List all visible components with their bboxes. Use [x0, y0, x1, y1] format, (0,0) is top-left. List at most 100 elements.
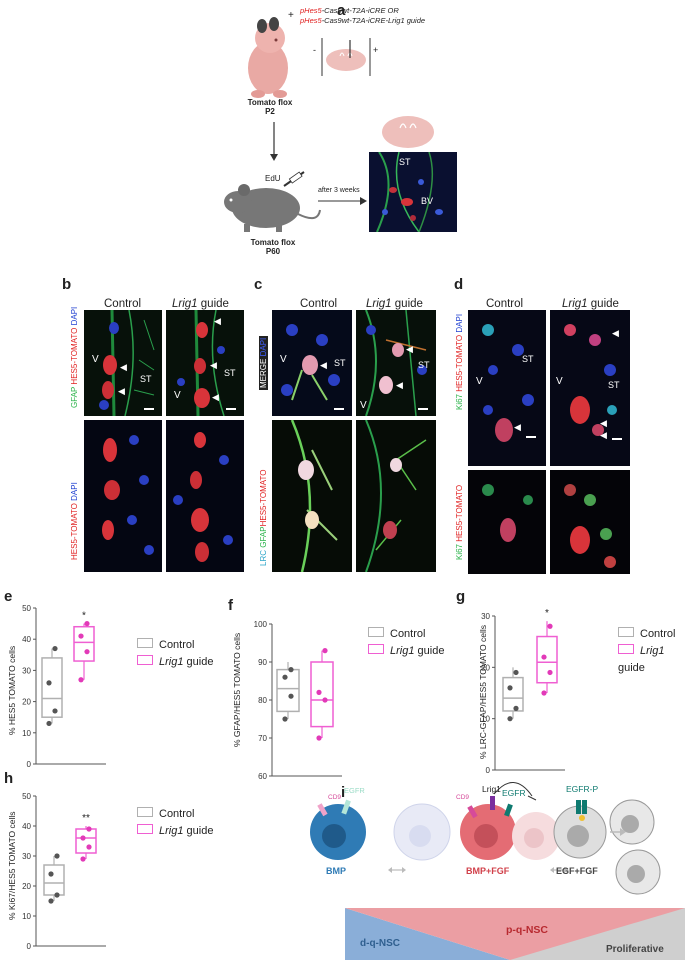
edu-label: EdU — [265, 174, 281, 183]
significance-marker: * — [545, 608, 549, 619]
adult-label-line2: P60 — [265, 247, 281, 256]
box-guide — [310, 661, 334, 728]
y-tick-label: 0 — [27, 942, 32, 951]
scale-bar — [418, 408, 428, 410]
micrograph-adult-svz: ST BV — [369, 152, 457, 232]
y-tick-label: 30 — [481, 612, 490, 621]
y-tick-label: 30 — [22, 666, 31, 675]
arrowhead-icon: ◀ — [214, 316, 221, 326]
chart-e-ylabel: % HES5 TOMATO cells — [7, 645, 17, 735]
box-control — [43, 864, 65, 896]
legend-guide-italic: Lrig1 — [640, 645, 665, 657]
data-point — [54, 892, 60, 898]
arrowhead-icon: ◀ — [600, 430, 607, 440]
data-point — [322, 697, 328, 703]
minus-label: - — [313, 45, 316, 55]
arrowhead-icon: ◀ — [396, 380, 403, 390]
legend-control-swatch — [137, 638, 153, 648]
d-st1: ST — [522, 354, 534, 364]
legend-guide-italic: Lrig1 — [390, 645, 415, 657]
d-col-control: Control — [486, 298, 524, 310]
data-point — [86, 826, 92, 832]
b-col-guide: Lrig1 guide — [172, 298, 229, 310]
panel-label-a: a — [337, 2, 346, 19]
box-control — [502, 676, 524, 712]
construct1-rest: -Cas9wt-T2A-iCRE — [321, 6, 388, 15]
pup-label-line1: Tomato flox — [247, 98, 293, 107]
significance-marker: * — [82, 611, 86, 622]
b-side-top-3: DAPI — [70, 306, 79, 326]
c-st1: ST — [334, 358, 346, 368]
y-tick-label: 90 — [258, 658, 267, 667]
b-side-top-2: HES5-TOMATO — [70, 327, 79, 385]
panel-label-d: d — [454, 276, 464, 293]
d-side-top-1: Ki67 — [455, 393, 464, 410]
y-tick-label: 50 — [22, 792, 31, 801]
b-side-label-bottom: HES5-TOMATO DAPI — [70, 482, 79, 560]
after-label: after 3 weeks — [318, 187, 360, 194]
data-point — [547, 623, 553, 629]
box-control — [41, 657, 63, 718]
c-side-bot-2: GFAP — [259, 526, 268, 548]
scale-bar — [612, 438, 622, 440]
b-v1: V — [92, 354, 99, 365]
i-prolif: Proliferative — [606, 944, 664, 955]
y-tick-label: 40 — [22, 635, 31, 644]
legend-guide-italic: Lrig1 — [159, 656, 184, 668]
b-col-control: Control — [104, 298, 142, 310]
data-point — [513, 705, 519, 711]
i-bmp-fgf: BMP+FGF — [466, 866, 510, 876]
y-tick-label: 60 — [258, 772, 267, 781]
arrowhead-icon: ◀ — [406, 344, 413, 354]
b-col-guide-rest: guide — [197, 298, 229, 310]
adult-label-line1: Tomato flox — [250, 238, 296, 247]
box-control — [276, 668, 300, 713]
data-point — [507, 685, 513, 691]
i-dqnsc: d-q-NSC — [360, 938, 400, 949]
construct-labels: pHes5-Cas9wt-T2A-iCRE OR pHes5-Cas9wt-T2… — [300, 6, 425, 26]
c-side-bot-3: HES5-TOMATO — [259, 469, 268, 527]
micrograph-b-guide-bottom — [166, 420, 244, 572]
micrograph-bv-label: BV — [421, 196, 434, 206]
adult-label: Tomato flox P60 — [243, 238, 303, 256]
data-point — [288, 693, 294, 699]
box-guide — [536, 635, 558, 684]
arrowhead-icon: ◀ — [320, 360, 327, 370]
y-tick-label: 50 — [22, 604, 31, 613]
data-point — [52, 708, 58, 714]
panel-label-g: g — [456, 588, 466, 605]
legend-guide-rest: guide — [183, 825, 214, 837]
legend-h: Control Lrig1 guide — [137, 806, 213, 840]
d-side-bot-2: HES5-TOMATO — [455, 484, 464, 542]
legend-control-label: Control — [159, 639, 195, 651]
data-point — [48, 871, 54, 877]
panel-label-i: i — [341, 784, 346, 801]
legend-control-swatch — [368, 627, 384, 637]
data-point — [282, 716, 288, 722]
pup-mouse-icon — [248, 17, 288, 98]
i-egfr-2: EGFR — [502, 788, 526, 798]
scale-bar — [144, 408, 154, 410]
legend-guide-swatch — [368, 644, 384, 654]
y-tick-label: 0 — [27, 760, 32, 769]
y-tick-label: 10 — [22, 912, 31, 921]
scale-bar — [226, 408, 236, 410]
b-st1: ST — [140, 374, 152, 384]
legend-guide-rest: guide — [414, 645, 445, 657]
data-point — [80, 856, 86, 862]
i-cd9-1: CD9 — [328, 794, 342, 801]
c-col-control: Control — [300, 298, 338, 310]
y-tick-label: 20 — [22, 882, 31, 891]
data-point — [52, 645, 58, 652]
d-v2: V — [556, 376, 563, 387]
legend-control-label: Control — [159, 808, 195, 820]
nsc-model-diagram — [310, 782, 685, 960]
arrowhead-icon: ◀ — [212, 392, 219, 402]
data-point — [282, 674, 288, 680]
micrograph-d-guide-top: V ST ◀ ◀ ◀ — [550, 310, 630, 466]
legend-guide-swatch — [618, 644, 634, 654]
arrowhead-icon: ◀ — [600, 418, 607, 428]
scale-bar — [334, 408, 344, 410]
data-point — [316, 735, 322, 741]
construct1-prefix: pHes5 — [300, 6, 322, 15]
